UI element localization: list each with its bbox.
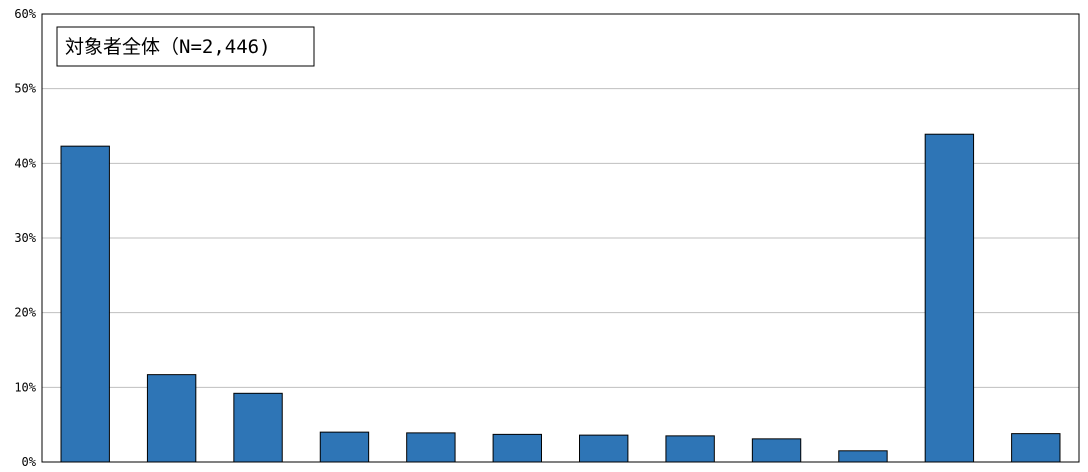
bar [233, 392, 283, 463]
chart-title: 対象者全体（N=2,446) [65, 36, 271, 58]
y-tick-label: 30% [14, 231, 36, 245]
bars [60, 133, 1061, 463]
bar [492, 433, 542, 463]
y-tick-label: 10% [14, 380, 36, 394]
bar [319, 431, 370, 463]
bar [665, 435, 715, 463]
y-axis-ticks: 0% 10% 20% 30% 40% 50% 60% [14, 7, 37, 469]
chart-title-box: 対象者全体（N=2,446) [56, 26, 315, 67]
y-tick-label: 40% [14, 156, 36, 170]
y-tick-label: 60% [14, 7, 36, 21]
bar [838, 450, 888, 463]
title-box [56, 26, 315, 67]
bar [1011, 433, 1061, 463]
bar [146, 374, 197, 463]
bar [406, 432, 456, 463]
y-tick-label: 0% [22, 455, 37, 468]
bar [751, 438, 802, 463]
y-tick-label: 20% [14, 306, 36, 320]
axes [41, 13, 1080, 463]
gridlines [42, 88, 1079, 388]
bar [60, 145, 110, 463]
y-tick-label: 50% [14, 82, 36, 96]
bar [579, 434, 629, 463]
plot-frame [41, 13, 1080, 463]
bar [924, 133, 975, 463]
